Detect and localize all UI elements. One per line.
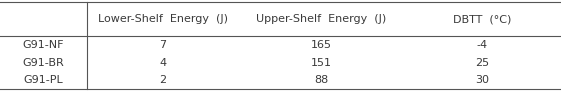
Text: Upper-Shelf  Energy  (J): Upper-Shelf Energy (J)	[256, 14, 387, 24]
Text: G91-BR: G91-BR	[22, 58, 65, 68]
Text: 151: 151	[311, 58, 332, 68]
Text: 4: 4	[159, 58, 166, 68]
Text: 7: 7	[159, 40, 166, 50]
Text: 2: 2	[159, 75, 166, 85]
Text: 25: 25	[475, 58, 490, 68]
Text: 165: 165	[311, 40, 332, 50]
Text: DBTT  (°C): DBTT (°C)	[453, 14, 512, 24]
Text: G91-PL: G91-PL	[24, 75, 63, 85]
Text: G91-NF: G91-NF	[23, 40, 64, 50]
Text: -4: -4	[477, 40, 488, 50]
Text: 88: 88	[314, 75, 328, 85]
Text: 30: 30	[476, 75, 489, 85]
Text: Lower-Shelf  Energy  (J): Lower-Shelf Energy (J)	[98, 14, 228, 24]
